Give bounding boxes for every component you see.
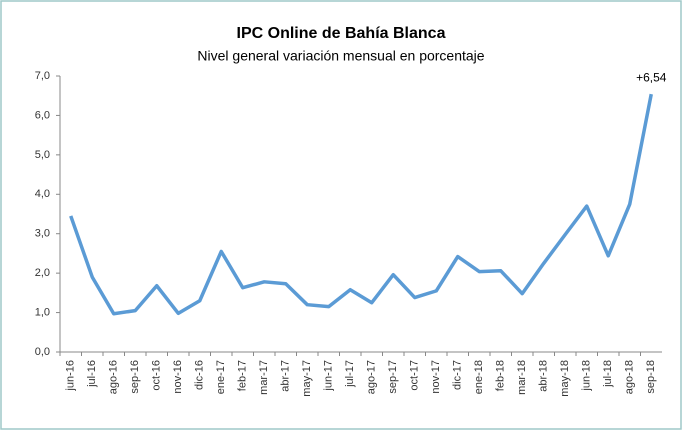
x-tick-label: ago-17 (366, 360, 378, 394)
x-tick-label: nov-17 (430, 360, 442, 394)
series-line (69, 93, 653, 316)
x-tick-label: may-17 (301, 360, 313, 397)
x-tick-label: ene-18 (473, 360, 485, 394)
x-tick-label: ago-18 (624, 360, 636, 394)
x-tick-label: oct-17 (409, 360, 421, 391)
data-label: +6,54 (636, 70, 667, 84)
x-tick-label: jun-16 (65, 360, 77, 392)
y-tick-label: 7,0 (35, 70, 50, 82)
x-tick-label: may-18 (559, 360, 571, 397)
x-tick-label: feb-18 (495, 360, 507, 391)
x-tick-label: sep-16 (129, 360, 141, 394)
y-tick-label: 4,0 (35, 188, 50, 200)
y-tick-label: 6,0 (35, 109, 50, 121)
x-tick-label: ene-17 (215, 360, 227, 394)
x-tick-label: abr-17 (280, 360, 292, 392)
x-tick-label: jul-16 (86, 360, 98, 388)
x-tick-label: jun-17 (323, 360, 335, 392)
y-tick-label: 3,0 (35, 228, 50, 240)
x-tick-label: oct-16 (151, 360, 163, 391)
x-tick-label: nov-16 (172, 360, 184, 394)
x-tick-label: sep-18 (645, 360, 657, 394)
y-tick-label: 5,0 (35, 149, 50, 161)
x-tick-label: mar-18 (516, 360, 528, 395)
chart-subtitle: Nivel general variación mensual en porce… (197, 48, 484, 64)
x-tick-label: dic-16 (194, 360, 206, 390)
x-tick-label: mar-17 (258, 360, 270, 395)
x-tick-label: jul-17 (344, 360, 356, 388)
x-tick-label: dic-17 (452, 360, 464, 390)
x-tick-label: jun-18 (581, 360, 593, 392)
x-tick-label: ago-16 (108, 360, 120, 394)
x-tick-label: sep-17 (387, 360, 399, 394)
chart-title: IPC Online de Bahía Blanca (237, 25, 446, 42)
x-tick-label: abr-18 (538, 360, 550, 392)
x-tick-label: feb-17 (237, 360, 249, 391)
y-tick-label: 0,0 (35, 346, 50, 358)
y-tick-label: 2,0 (35, 267, 50, 279)
x-tick-label: jul-18 (602, 360, 614, 388)
y-tick-label: 1,0 (35, 306, 50, 318)
